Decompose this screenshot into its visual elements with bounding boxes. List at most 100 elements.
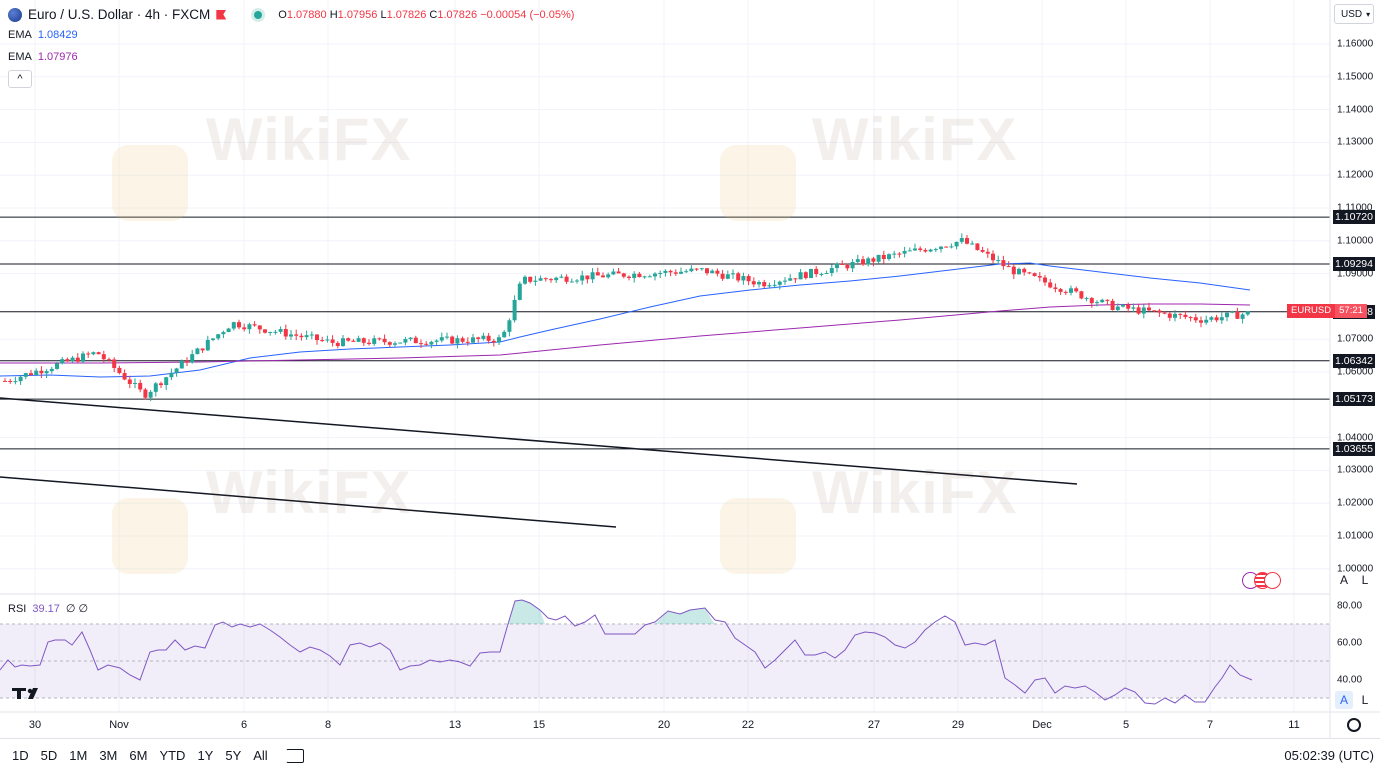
candle-body [465, 341, 470, 343]
candle-body [1058, 288, 1063, 292]
symbol-title[interactable]: Euro / U.S. Dollar · 4h · FXCM [28, 7, 211, 22]
timeframe-1y[interactable]: 1Y [197, 748, 214, 763]
candle-body [387, 342, 392, 345]
candle-body [346, 338, 351, 341]
flag-icon-2[interactable] [1264, 572, 1281, 589]
candle-body [1017, 268, 1021, 275]
candle-body [1022, 268, 1027, 273]
candle-body [1063, 291, 1068, 293]
candle-body [881, 254, 886, 259]
rsi-auto-scale-button[interactable]: A [1335, 691, 1353, 709]
candle-body [1152, 310, 1157, 312]
candle-body [855, 259, 860, 263]
timeframe-1d[interactable]: 1D [12, 748, 29, 763]
settings-gear-icon[interactable] [1347, 718, 1361, 732]
candle-body [793, 278, 798, 280]
candle-body [543, 278, 548, 280]
ema-slow-line [0, 303, 1251, 364]
timeframe-6m[interactable]: 6M [129, 748, 148, 763]
collapse-legend-button[interactable]: ^ [8, 70, 32, 88]
candle-body [1193, 317, 1198, 321]
candle-body [777, 281, 782, 285]
log-scale-button[interactable]: L [1361, 573, 1369, 587]
price-tick: 1.09000 [1337, 268, 1374, 280]
candle-body [980, 250, 985, 252]
candle-body [242, 327, 247, 330]
price-tick: 1.01000 [1337, 530, 1374, 542]
candle-body [335, 342, 340, 347]
timeframe-ytd[interactable]: YTD [159, 748, 186, 763]
candle-body [595, 272, 600, 276]
candle-body [107, 359, 111, 361]
chevron-up-icon: ^ [17, 73, 23, 85]
candle-body [117, 367, 122, 374]
candle-body [533, 280, 538, 282]
timeframe-3m[interactable]: 3M [99, 748, 118, 763]
date-range-icon[interactable] [285, 748, 304, 763]
candle-body [585, 275, 590, 280]
timeframe-1m[interactable]: 1M [69, 748, 88, 763]
candle-body [512, 299, 517, 321]
candle-body [767, 285, 772, 287]
candle-body [861, 259, 865, 265]
candle-body [601, 275, 605, 278]
candle-body [257, 325, 262, 330]
timeframe-all[interactable]: All [253, 748, 268, 763]
candle-body [148, 391, 153, 398]
timeframe-5d[interactable]: 5D [40, 748, 58, 763]
candle-body [1162, 312, 1167, 314]
ema-slow-legend[interactable]: EMA 1.07976 [8, 51, 78, 63]
candle-body [434, 340, 439, 342]
candle-body [65, 359, 70, 362]
ohlc-values: O1.07880 H1.07956 L1.07826 C1.07826 −0.0… [278, 8, 575, 21]
candle-body [741, 276, 746, 281]
candle-body [725, 274, 730, 279]
candle-body [112, 359, 117, 368]
candle-body [965, 238, 969, 244]
rsi-pane [0, 599, 1330, 705]
candle-body [476, 337, 481, 339]
rsi-line [0, 599, 1253, 705]
rsi-log-scale-button[interactable]: L [1361, 693, 1369, 707]
rsi-legend[interactable]: RSI 39.17 ∅ ∅ [8, 602, 88, 616]
candle-body [668, 270, 673, 273]
candle-body [616, 271, 621, 274]
candle-body [44, 371, 49, 374]
candle-body [1121, 304, 1125, 307]
utc-clock[interactable]: 05:02:39 (UTC) [1284, 748, 1374, 763]
candle-body [49, 368, 54, 372]
candle-body [1188, 317, 1193, 319]
trend-lines [0, 397, 1078, 528]
time-tick: 30 [28, 719, 42, 731]
candle-body [985, 251, 990, 254]
candle-body [1209, 317, 1214, 320]
candle-body [341, 338, 345, 347]
candle-body [772, 284, 777, 286]
candle-body [320, 340, 325, 342]
candle-body [663, 270, 668, 273]
symbol-legend[interactable]: Euro / U.S. Dollar · 4h · FXCM O1.07880 … [8, 7, 574, 22]
candle-body [393, 343, 397, 345]
candle-body [1235, 311, 1240, 319]
candle-body [1214, 317, 1219, 321]
candle-body [1100, 299, 1105, 303]
price-tick: 1.12000 [1337, 169, 1374, 181]
candle-body [1167, 313, 1172, 318]
currency-selector[interactable]: USD ▾ [1334, 4, 1374, 24]
candle-body [705, 268, 709, 274]
tradingview-logo [12, 688, 38, 699]
auto-scale-button[interactable]: A [1339, 573, 1348, 587]
candle-body [1032, 273, 1037, 277]
candle-body [819, 273, 824, 275]
compare-icons[interactable] [1242, 572, 1284, 590]
candle-body [3, 380, 7, 382]
candle-body [439, 337, 444, 341]
timeframe-5y[interactable]: 5Y [225, 748, 242, 763]
candle-body [413, 337, 418, 344]
candle-body [814, 268, 819, 275]
candle-body [39, 370, 44, 374]
candle-body [679, 271, 683, 274]
ema-fast-legend[interactable]: EMA 1.08429 [8, 29, 78, 41]
price-tick: 1.13000 [1337, 136, 1374, 148]
